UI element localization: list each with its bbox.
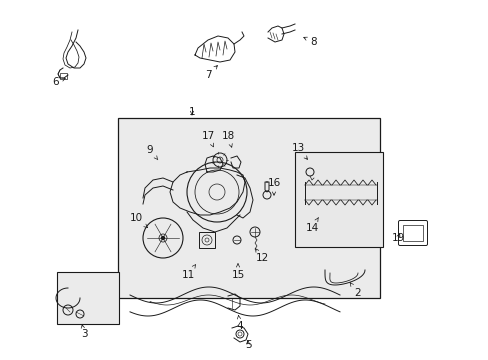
Text: 18: 18 (221, 131, 234, 147)
Text: 10: 10 (129, 213, 147, 228)
Text: 3: 3 (81, 325, 87, 339)
Bar (199, 232, 215, 248)
Text: 12: 12 (255, 249, 268, 263)
Text: 1: 1 (188, 107, 195, 117)
Text: 6: 6 (53, 77, 65, 87)
Bar (60, 73, 67, 79)
Text: 5: 5 (244, 340, 251, 350)
Text: 7: 7 (204, 66, 217, 80)
Text: 14: 14 (305, 218, 318, 233)
Bar (294, 152, 382, 247)
Text: 2: 2 (349, 283, 361, 298)
Bar (402, 225, 422, 241)
Text: 13: 13 (291, 143, 307, 159)
Bar (118, 118, 379, 298)
Text: 16: 16 (267, 178, 280, 195)
Bar (57, 272, 119, 324)
Text: 8: 8 (303, 37, 317, 47)
Text: 17: 17 (201, 131, 214, 147)
Text: 19: 19 (390, 233, 404, 243)
Text: 15: 15 (231, 264, 244, 280)
Text: 9: 9 (146, 145, 158, 160)
Text: 4: 4 (236, 315, 243, 331)
Text: 11: 11 (181, 265, 195, 280)
Circle shape (161, 237, 164, 239)
